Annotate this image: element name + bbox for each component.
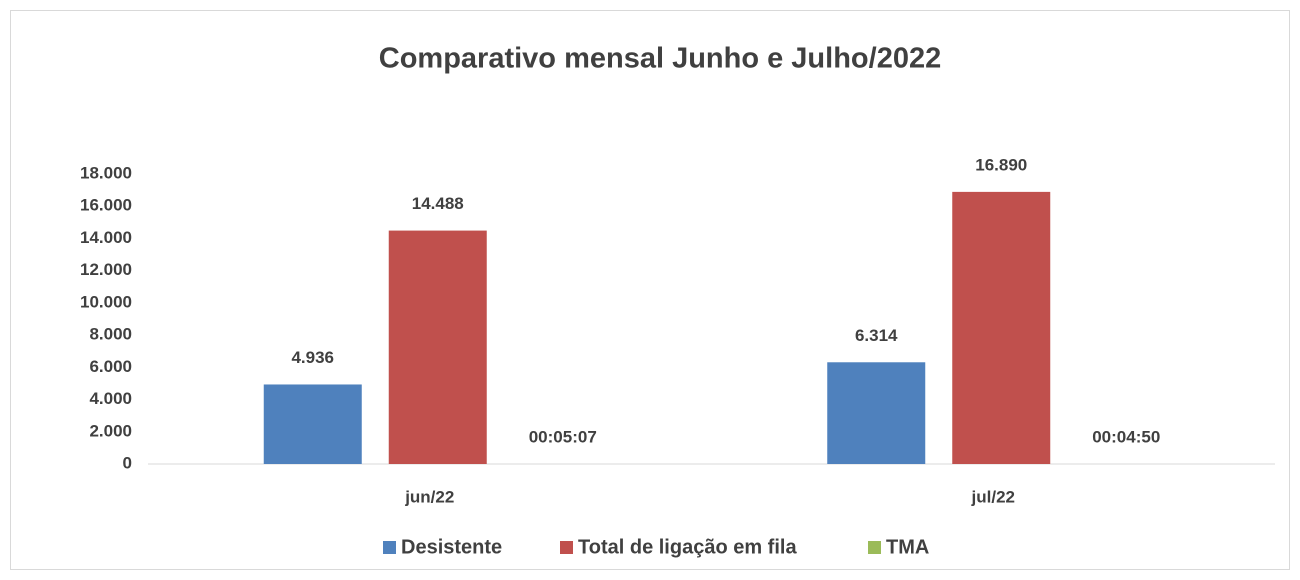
chart-title: Comparativo mensal Junho e Julho/2022	[379, 43, 941, 75]
data-label: 16.890	[975, 155, 1027, 174]
y-tick-label: 10.000	[80, 292, 132, 311]
legend-swatch	[383, 541, 396, 554]
x-tick-label: jul/22	[971, 487, 1015, 506]
y-tick-label: 0	[123, 453, 132, 472]
data-label: 14.488	[412, 194, 464, 213]
y-tick-label: 18.000	[80, 163, 132, 182]
legend-swatch	[868, 541, 881, 554]
y-tick-label: 14.000	[80, 228, 132, 247]
data-label: 00:04:50	[1092, 427, 1160, 446]
bar	[388, 230, 487, 464]
legend-label: TMA	[886, 536, 929, 558]
bar	[827, 362, 926, 464]
data-label: 4.936	[291, 348, 334, 367]
data-label: 00:05:07	[529, 427, 597, 446]
bar	[952, 191, 1051, 464]
legend-label: Total de ligação em fila	[578, 536, 797, 558]
y-tick-label: 12.000	[80, 260, 132, 279]
legend-label: Desistente	[401, 536, 502, 558]
y-tick-label: 8.000	[89, 325, 132, 344]
x-tick-label: jun/22	[404, 487, 454, 506]
y-tick-label: 2.000	[89, 421, 132, 440]
y-tick-label: 6.000	[89, 357, 132, 376]
y-tick-label: 4.000	[89, 389, 132, 408]
y-tick-label: 16.000	[80, 196, 132, 215]
legend-swatch	[560, 541, 573, 554]
chart-border	[10, 10, 1290, 570]
bar	[263, 384, 362, 464]
data-label: 6.314	[855, 326, 898, 345]
